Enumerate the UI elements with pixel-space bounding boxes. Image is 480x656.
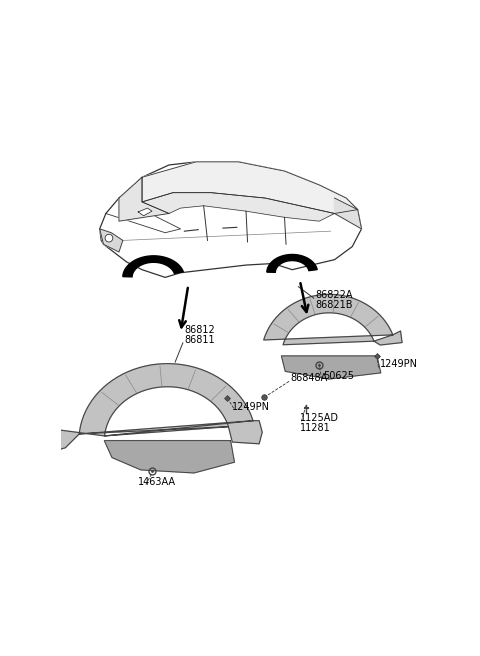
Polygon shape xyxy=(142,162,358,213)
Polygon shape xyxy=(123,256,183,277)
Text: 86811: 86811 xyxy=(184,335,215,345)
Text: 1463AA: 1463AA xyxy=(138,476,176,487)
Text: 50625: 50625 xyxy=(323,371,354,381)
Polygon shape xyxy=(264,295,402,345)
Polygon shape xyxy=(281,356,381,379)
Text: 1249PN: 1249PN xyxy=(232,402,270,412)
Polygon shape xyxy=(100,229,123,252)
Polygon shape xyxy=(52,363,262,451)
Text: 1125AD: 1125AD xyxy=(300,413,339,423)
Circle shape xyxy=(105,234,113,242)
Text: 1249PN: 1249PN xyxy=(380,359,418,369)
Polygon shape xyxy=(138,208,152,216)
Text: 86848A: 86848A xyxy=(291,373,328,383)
Polygon shape xyxy=(119,177,169,221)
Text: 11281: 11281 xyxy=(300,423,331,434)
Text: 86821B: 86821B xyxy=(315,300,353,310)
Polygon shape xyxy=(267,255,317,272)
Text: 86822A: 86822A xyxy=(315,290,353,300)
Polygon shape xyxy=(104,441,234,473)
Polygon shape xyxy=(100,162,361,277)
Text: 86812: 86812 xyxy=(184,325,215,335)
Polygon shape xyxy=(335,198,361,229)
Polygon shape xyxy=(142,193,335,221)
